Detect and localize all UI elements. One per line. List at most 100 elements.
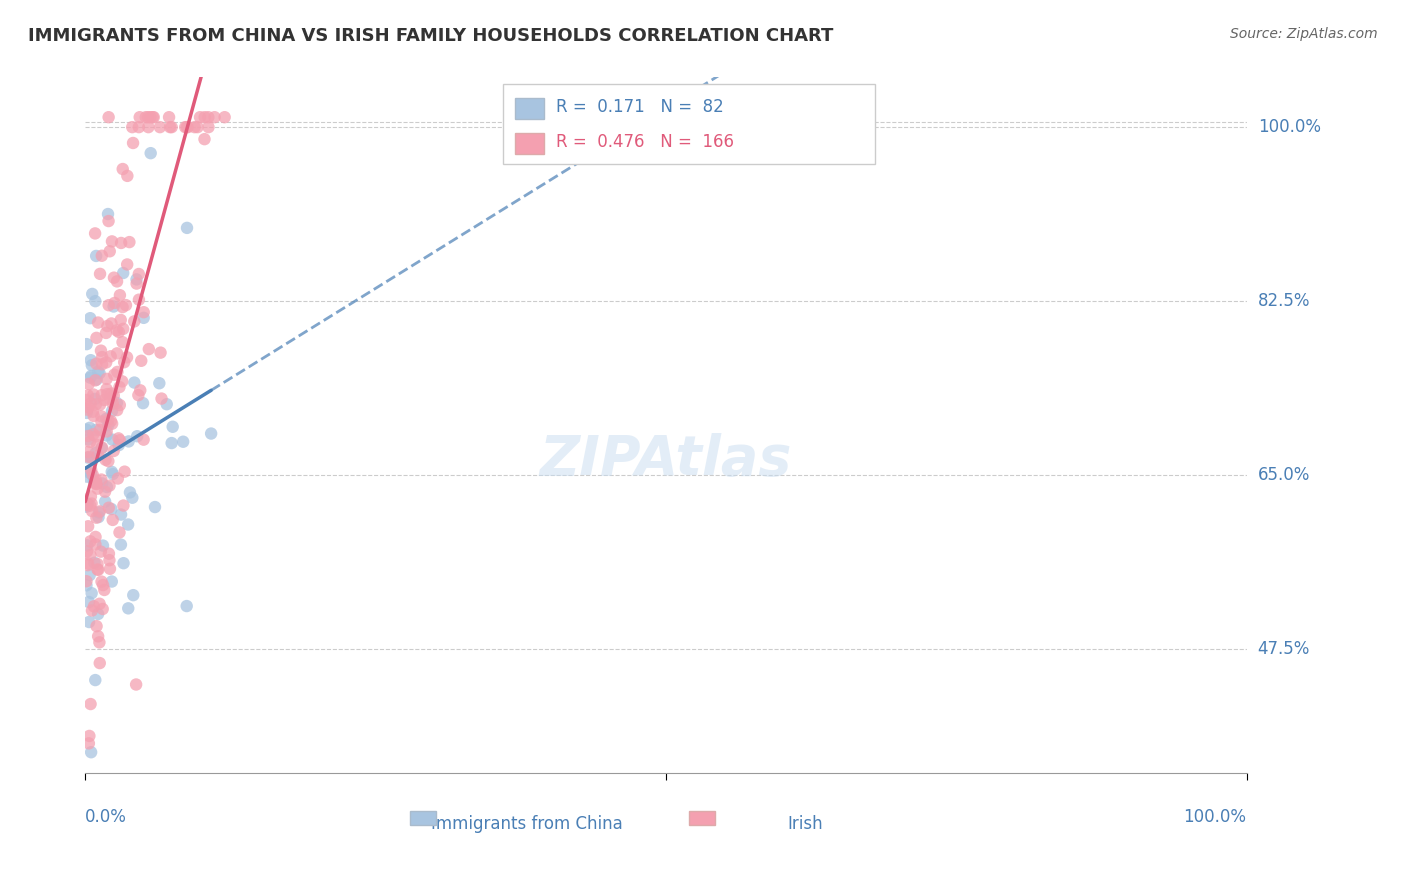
Point [117,601,139,615]
Point [132,310,155,325]
Point [103,300,125,314]
Point [150,392,173,406]
Point [76,538,98,552]
Point [83,475,105,489]
Point [101,513,124,527]
Point [84,476,107,491]
Point [96,355,118,369]
Point [86,372,108,386]
Point [96,387,118,401]
Point [214,110,236,124]
Point [77,376,100,391]
Point [115,351,138,365]
Point [160,436,183,450]
Point [127,388,149,402]
Point [77,519,100,533]
Point [77,429,100,443]
Point [76,497,98,511]
Point [82,405,104,419]
Point [96,318,118,333]
Point [148,376,170,391]
Point [197,110,219,124]
Point [91,539,114,553]
Point [76,402,98,417]
Point [115,298,138,312]
FancyBboxPatch shape [689,812,714,825]
Point [79,311,101,326]
Point [125,272,148,286]
Point [76,450,98,465]
Point [97,110,120,124]
Point [80,504,103,518]
Point [101,417,124,431]
Point [84,446,107,460]
Point [157,110,180,124]
Point [159,120,181,135]
Point [80,467,103,481]
Point [79,370,101,384]
Point [97,500,120,515]
Point [76,445,98,459]
Point [86,557,108,571]
Point [77,400,100,414]
Point [108,325,131,339]
Point [76,544,98,558]
Point [156,397,179,411]
Point [139,110,162,124]
Point [90,441,112,455]
Point [80,745,103,759]
Point [96,428,118,442]
Point [79,568,101,582]
Point [176,120,198,135]
Point [80,368,103,383]
Point [84,423,107,437]
Text: 65.0%: 65.0% [1258,466,1310,484]
Point [112,322,135,336]
Point [122,136,145,150]
Point [107,365,129,379]
Point [122,314,145,328]
Point [82,467,104,482]
Point [76,406,98,420]
Text: R =  0.171   N =  82: R = 0.171 N = 82 [555,98,723,116]
Point [76,337,98,351]
Point [111,161,134,176]
Point [93,582,115,597]
Point [194,110,217,124]
Point [91,602,114,616]
Point [132,396,155,410]
Point [77,595,100,609]
Text: 47.5%: 47.5% [1258,640,1310,658]
Point [100,386,122,401]
Text: ZIPAtlas: ZIPAtlas [540,434,792,487]
Point [112,355,135,369]
Point [98,478,121,492]
Point [97,418,120,433]
Point [79,434,101,449]
Point [77,450,100,464]
Point [89,635,111,649]
Point [89,267,111,281]
Point [176,599,198,613]
Text: 100.0%: 100.0% [1258,118,1320,136]
Point [83,599,105,614]
Point [128,110,150,124]
Point [77,615,100,629]
Point [97,298,120,312]
Point [87,510,110,524]
Text: Immigrants from China: Immigrants from China [430,815,623,833]
Point [132,305,155,319]
Point [114,465,136,479]
Point [110,508,132,522]
Point [117,434,139,449]
Point [101,397,124,411]
Point [96,372,118,386]
Point [128,293,150,307]
Point [107,471,129,485]
Text: Source: ZipAtlas.com: Source: ZipAtlas.com [1230,27,1378,41]
Point [204,110,226,124]
Point [111,300,134,314]
Point [77,388,100,402]
Point [90,249,112,263]
Text: 100.0%: 100.0% [1184,808,1247,826]
